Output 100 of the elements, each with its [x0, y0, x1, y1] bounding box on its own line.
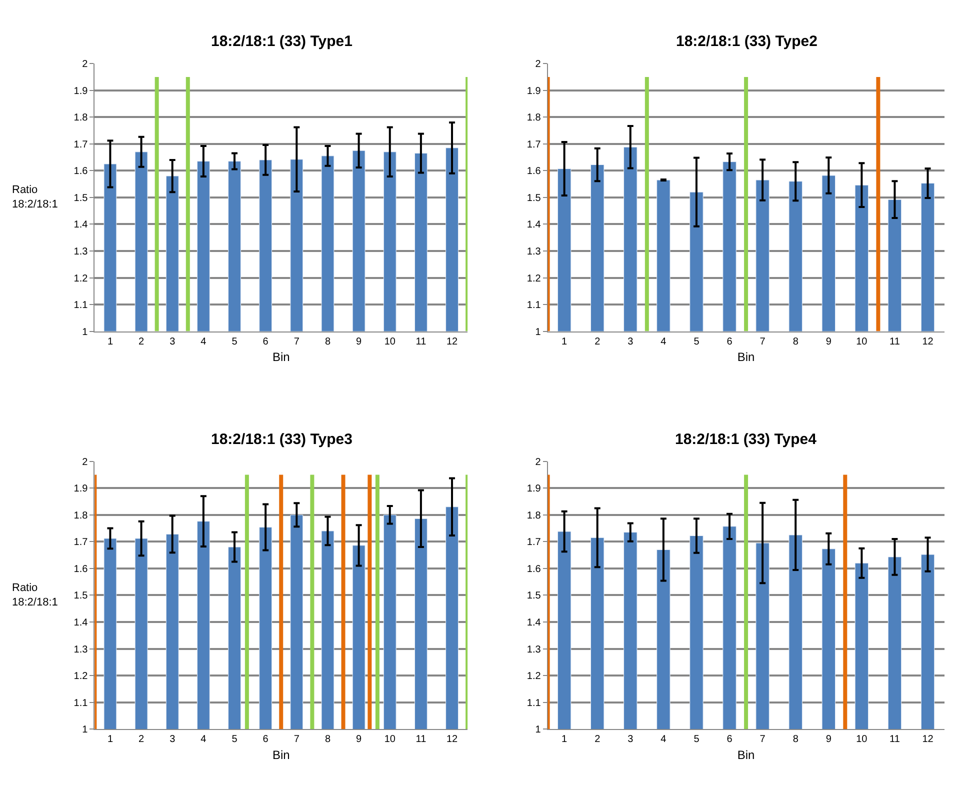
x-tick-label: 12 [922, 734, 934, 746]
x-tick-label: 1 [107, 734, 114, 746]
y-tick-label: 1 [82, 724, 88, 736]
y-tick-label: 2 [535, 456, 542, 468]
x-tick-label: 1 [107, 336, 114, 348]
y-tick-label: 1.8 [526, 510, 542, 522]
y-tick-label: 1.5 [526, 192, 542, 204]
y-tick-label: 1.3 [74, 644, 88, 656]
y-tick-label: 1.5 [74, 192, 88, 204]
y-tick-label: 1.4 [74, 220, 88, 231]
x-tick-label: 3 [628, 336, 634, 348]
y-tick-label: 1.2 [74, 671, 88, 682]
y-tick-label: 1.6 [526, 564, 542, 575]
x-tick-label: 8 [792, 734, 799, 746]
x-tick-label: 7 [760, 336, 766, 348]
x-tick-label: 1 [562, 336, 568, 348]
x-tick-label: 5 [232, 336, 238, 348]
chart-title: 18:2/18:1 (33) Type3 [211, 431, 352, 448]
x-tick-label: 3 [170, 734, 176, 746]
x-axis-title: Bin [272, 748, 290, 762]
x-axis-title: Bin [272, 350, 290, 364]
y-tick-label: 1.2 [526, 671, 542, 682]
x-tick-label: 2 [138, 734, 145, 746]
y-tick-label: 1.8 [74, 510, 88, 522]
x-tick-label: 8 [324, 336, 331, 348]
y-tick-label: 1.9 [526, 86, 542, 97]
y-tick-label: 2 [535, 59, 542, 70]
y-tick-label: 1.3 [526, 246, 542, 258]
x-tick-label: 11 [890, 734, 900, 746]
y-tick-label: 1.6 [74, 564, 88, 575]
x-tick-label: 10 [856, 734, 868, 746]
y-tick-label: 1.3 [74, 246, 88, 258]
y-tick-label: 1.4 [74, 618, 88, 628]
y-tick-label: 1.5 [526, 590, 542, 602]
y-tick-label: 2 [82, 456, 88, 468]
x-tick-label: 11 [416, 336, 427, 348]
x-tick-label: 5 [694, 734, 700, 746]
y-tick-label: 1.2 [526, 273, 542, 284]
y-tick-label: 1 [82, 326, 88, 338]
y-axis-title: Ratio 18:2/18:1 [12, 184, 58, 210]
x-tick-label: 9 [356, 336, 362, 348]
x-tick-label: 6 [726, 336, 733, 348]
chart-title: 18:2/18:1 (33) Type1 [211, 33, 352, 50]
y-tick-label: 1.8 [74, 112, 88, 124]
x-tick-label: 9 [826, 336, 832, 348]
x-tick-label: 9 [356, 734, 362, 746]
x-tick-label: 6 [726, 734, 733, 746]
x-tick-label: 8 [324, 734, 331, 746]
y-tick-label: 1.9 [526, 484, 542, 495]
x-tick-label: 11 [416, 734, 427, 746]
y-tick-label: 1 [535, 326, 542, 338]
x-tick-label: 6 [262, 734, 269, 746]
y-tick-label: 1.8 [526, 112, 542, 124]
y-tick-label: 1.7 [74, 537, 88, 548]
y-tick-label: 1.1 [526, 698, 542, 709]
y-tick-label: 1.2 [74, 273, 88, 284]
x-tick-label: 3 [170, 336, 176, 348]
x-tick-label: 5 [232, 734, 238, 746]
x-tick-label: 12 [922, 336, 934, 348]
x-tick-label: 11 [890, 336, 900, 348]
x-tick-label: 1 [562, 734, 568, 746]
y-tick-label: 1.1 [74, 698, 88, 709]
x-tick-label: 4 [200, 336, 207, 348]
y-tick-label: 1.9 [74, 484, 88, 495]
x-tick-label: 9 [826, 734, 832, 746]
y-tick-label: 1.7 [74, 139, 88, 150]
y-tick-label: 1.4 [526, 220, 542, 231]
y-tick-label: 1.1 [74, 300, 88, 312]
y-tick-label: 1.9 [74, 86, 88, 97]
y-tick-label: 1 [535, 724, 542, 736]
y-tick-label: 1.7 [526, 537, 542, 548]
y-axis-title: Ratio 18:2/18:1 [12, 582, 58, 608]
x-tick-label: 7 [760, 734, 766, 746]
x-axis-title: Bin [737, 748, 755, 762]
x-tick-label: 12 [446, 336, 458, 348]
y-tick-label: 1.6 [74, 166, 88, 178]
y-tick-label: 1.7 [526, 139, 542, 150]
y-tick-label: 1.5 [74, 590, 88, 602]
x-tick-label: 4 [200, 734, 207, 746]
x-tick-label: 8 [792, 336, 799, 348]
x-tick-label: 2 [138, 336, 145, 348]
x-tick-label: 10 [384, 734, 396, 746]
chart-title: 18:2/18:1 (33) Type2 [676, 33, 818, 50]
x-tick-label: 6 [262, 336, 269, 348]
x-tick-label: 10 [384, 336, 396, 348]
x-tick-label: 4 [660, 336, 667, 348]
x-axis-title: Bin [737, 350, 755, 364]
x-tick-label: 2 [594, 734, 601, 746]
x-tick-label: 3 [628, 734, 634, 746]
y-tick-label: 2 [82, 59, 88, 70]
y-tick-label: 1.1 [526, 300, 542, 312]
x-tick-label: 7 [294, 336, 300, 348]
x-tick-label: 7 [294, 734, 300, 746]
chart-title: 18:2/18:1 (33) Type4 [675, 431, 818, 448]
x-tick-label: 2 [594, 336, 601, 348]
y-tick-label: 1.4 [526, 618, 542, 628]
y-tick-label: 1.6 [526, 166, 542, 178]
x-tick-label: 5 [694, 336, 700, 348]
x-tick-label: 10 [856, 336, 868, 348]
x-tick-label: 12 [446, 734, 458, 746]
